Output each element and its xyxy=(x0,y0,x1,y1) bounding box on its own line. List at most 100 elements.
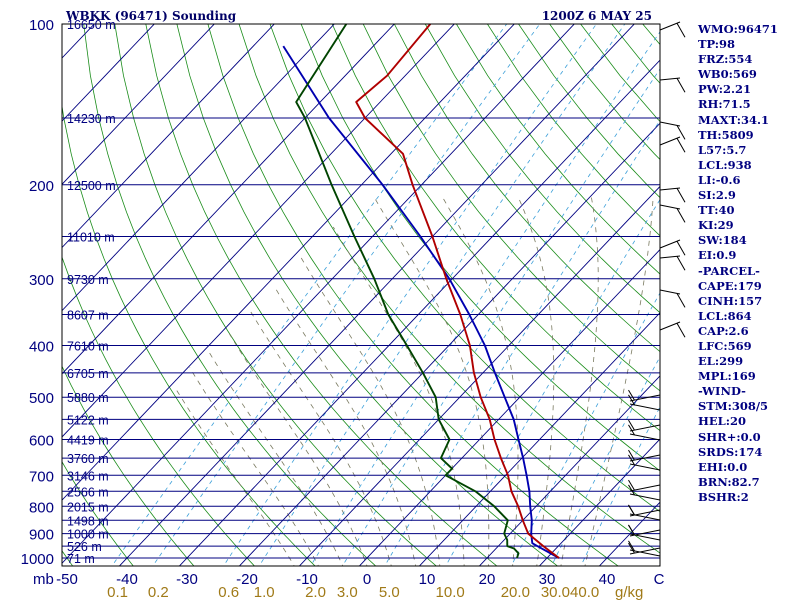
wind-barb-flag xyxy=(676,322,686,338)
parcel-trace xyxy=(282,45,560,559)
height-label: 14230 m xyxy=(67,112,116,126)
wind-barb xyxy=(629,533,661,541)
dry-adiabat xyxy=(362,24,660,392)
isotherm xyxy=(62,24,155,122)
moist-adiabat xyxy=(174,387,295,566)
isotherm xyxy=(298,185,660,566)
dry-adiabat xyxy=(456,24,660,275)
dry-adiabat xyxy=(207,24,619,566)
mixing-ratio-line xyxy=(258,24,626,566)
height-label: 2015 m xyxy=(67,500,109,514)
mixing-ratio-line xyxy=(111,24,508,566)
dry-adiabat xyxy=(331,24,660,432)
wind-barb xyxy=(659,187,681,191)
moist-adiabat xyxy=(189,367,319,566)
mixing-ratio-tick-label: 3.0 xyxy=(337,584,358,600)
height-label: 11010 m xyxy=(67,230,115,244)
index-line: CAPE:179 xyxy=(698,278,762,293)
wind-barb xyxy=(659,136,681,146)
isotherm xyxy=(178,59,660,566)
mixing-ratio-tick-label: 10.0 xyxy=(436,584,465,600)
index-line: FRZ:554 xyxy=(698,52,753,67)
index-line: RH:71.5 xyxy=(698,97,751,112)
index-line: LI:-0.6 xyxy=(698,172,741,187)
index-line: SI:2.9 xyxy=(698,188,736,203)
temperature-tick-label: 30 xyxy=(539,571,556,588)
wind-barb-flag xyxy=(628,419,635,431)
wind-barb-flag xyxy=(628,389,635,401)
wind-barb xyxy=(659,204,681,210)
wind-barb-flag xyxy=(628,394,635,406)
index-line: CAP:2.6 xyxy=(698,323,749,338)
mixing-ratio-tick-label: 0.2 xyxy=(148,584,169,600)
height-label: 1000 m xyxy=(67,528,109,542)
isotherm xyxy=(62,24,335,312)
mixing-ratio-line xyxy=(384,119,660,566)
dry-adiabat xyxy=(300,24,660,472)
dry-adiabat xyxy=(62,255,256,566)
dry-adiabat xyxy=(62,550,74,566)
wind-barb-flag xyxy=(628,424,635,436)
wind-barb-flag xyxy=(628,479,635,491)
mixing-ratio-line xyxy=(310,31,660,566)
temperature-tick-label: 10 xyxy=(419,571,436,588)
height-label: 8607 m xyxy=(67,309,109,323)
wind-barb-flag xyxy=(628,540,635,552)
dewpoint-trace xyxy=(295,24,520,559)
wind-barb xyxy=(659,255,681,259)
wind-barb xyxy=(629,513,661,521)
temperature-trace xyxy=(355,24,560,559)
height-label: 5122 m xyxy=(67,413,109,427)
wind-barb xyxy=(629,547,661,555)
index-line: STM:308/5 xyxy=(698,399,769,414)
pressure-tick-label: 1000 xyxy=(21,551,54,568)
index-line: SHR+:0.0 xyxy=(698,429,761,444)
dry-adiabat xyxy=(145,24,498,566)
index-line: EL:299 xyxy=(698,354,744,369)
wind-barb-flag xyxy=(676,125,686,140)
wind-barb-flag xyxy=(628,504,635,516)
mixing-ratio-line xyxy=(445,198,660,566)
index-line: EI:0.9 xyxy=(698,248,737,263)
isotherm xyxy=(418,312,660,566)
pressure-tick-label: 500 xyxy=(29,390,54,407)
isotherm xyxy=(62,24,575,564)
isotherm xyxy=(238,122,660,566)
wind-barb-flag xyxy=(628,524,635,536)
pressure-tick-label: 600 xyxy=(29,433,54,450)
wind-barb-flag xyxy=(676,78,686,93)
dry-adiabat xyxy=(62,461,134,566)
temperature-tick-label: -20 xyxy=(236,571,258,588)
pressure-tick-label: 400 xyxy=(29,339,54,356)
wind-barb xyxy=(629,493,661,501)
mixing-ratio-line xyxy=(223,24,597,566)
wind-barb xyxy=(629,454,661,462)
index-line: BSHR:2 xyxy=(698,489,749,504)
mixing-ratio-line xyxy=(551,355,660,566)
wind-barb-flag xyxy=(676,256,686,271)
mixing-ratio-tick-label: 40.0 xyxy=(570,584,599,600)
moist-adiabat xyxy=(247,307,392,566)
dry-adiabat xyxy=(114,24,437,566)
wind-barb-flag xyxy=(628,449,635,461)
index-line: SRDS:174 xyxy=(698,444,763,459)
temperature-tick-label: -50 xyxy=(56,571,78,588)
height-label: 3760 m xyxy=(67,452,109,466)
index-line: SW:184 xyxy=(698,233,747,248)
wind-barb xyxy=(629,424,661,432)
index-line: WB0:569 xyxy=(698,67,757,82)
dry-adiabat xyxy=(424,24,660,314)
wind-barb-flag xyxy=(676,208,686,223)
pressure-tick-label: 300 xyxy=(29,272,54,289)
isotherm xyxy=(62,24,275,249)
height-label: 7610 m xyxy=(67,340,109,354)
mixing-ratio-unit-label: g/kg xyxy=(615,584,643,600)
index-line: LCL:938 xyxy=(698,157,752,172)
index-line: LFC:569 xyxy=(698,338,752,353)
wind-barb xyxy=(659,77,681,81)
index-line: -PARCEL- xyxy=(698,263,760,278)
wind-barb xyxy=(629,484,661,492)
isotherm xyxy=(62,24,515,501)
temperature-tick-label: 20 xyxy=(479,571,496,588)
dry-adiabat xyxy=(0,24,14,569)
